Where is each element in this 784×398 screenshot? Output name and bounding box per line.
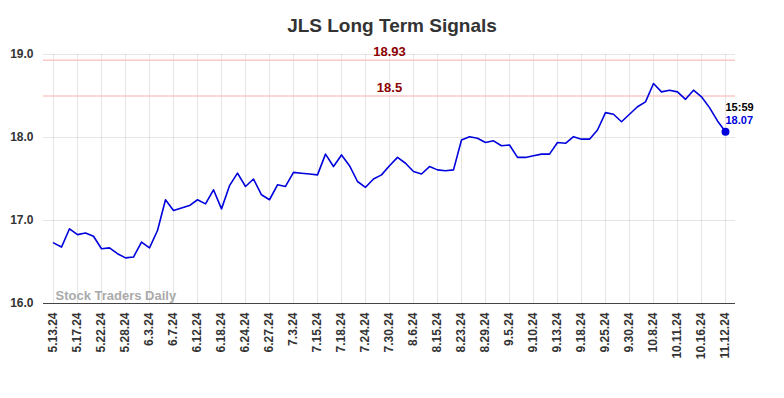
svg-text:9.10.24: 9.10.24 (526, 312, 540, 352)
svg-text:9.18.24: 9.18.24 (574, 312, 588, 352)
svg-text:15:59: 15:59 (726, 101, 754, 113)
svg-text:8.15.24: 8.15.24 (430, 312, 444, 352)
svg-text:18.5: 18.5 (377, 80, 402, 95)
svg-text:19.0: 19.0 (10, 47, 34, 61)
svg-text:6.27.24: 6.27.24 (262, 312, 276, 352)
svg-text:18.07: 18.07 (726, 114, 754, 126)
svg-text:5.28.24: 5.28.24 (118, 312, 132, 352)
svg-text:9.13.24: 9.13.24 (550, 312, 564, 352)
svg-text:5.22.24: 5.22.24 (94, 312, 108, 352)
svg-text:Stock Traders Daily: Stock Traders Daily (56, 288, 177, 303)
svg-text:11.12.24: 11.12.24 (718, 312, 732, 358)
svg-text:10.8.24: 10.8.24 (646, 312, 660, 352)
svg-text:7.24.24: 7.24.24 (358, 312, 372, 352)
svg-text:7.15.24: 7.15.24 (310, 312, 324, 352)
svg-text:9.5.24: 9.5.24 (502, 312, 516, 346)
svg-text:5.13.24: 5.13.24 (46, 312, 60, 352)
svg-text:6.24.24: 6.24.24 (238, 312, 252, 352)
svg-text:6.7.24: 6.7.24 (166, 312, 180, 346)
svg-text:8.6.24: 8.6.24 (406, 312, 420, 346)
svg-text:6.12.24: 6.12.24 (190, 312, 204, 352)
svg-text:10.11.24: 10.11.24 (670, 312, 684, 358)
html-text:JLS Long Term Signals: JLS Long Term Signals (287, 15, 497, 36)
svg-text:5.17.24: 5.17.24 (70, 312, 84, 352)
svg-text:10.16.24: 10.16.24 (694, 312, 708, 359)
svg-text:18.0: 18.0 (10, 130, 34, 144)
svg-text:8.29.24: 8.29.24 (478, 312, 492, 352)
svg-text:9.30.24: 9.30.24 (622, 312, 636, 352)
svg-text:7.18.24: 7.18.24 (334, 312, 348, 352)
svg-text:6.18.24: 6.18.24 (214, 312, 228, 352)
svg-text:9.25.24: 9.25.24 (598, 312, 612, 352)
svg-text:6.3.24: 6.3.24 (142, 312, 156, 346)
svg-text:8.23.24: 8.23.24 (454, 312, 468, 352)
svg-text:7.3.24: 7.3.24 (286, 312, 300, 346)
svg-text:18.93: 18.93 (373, 44, 406, 59)
svg-text:16.0: 16.0 (10, 296, 34, 310)
svg-text:17.0: 17.0 (10, 213, 34, 227)
svg-text:7.30.24: 7.30.24 (382, 312, 396, 352)
